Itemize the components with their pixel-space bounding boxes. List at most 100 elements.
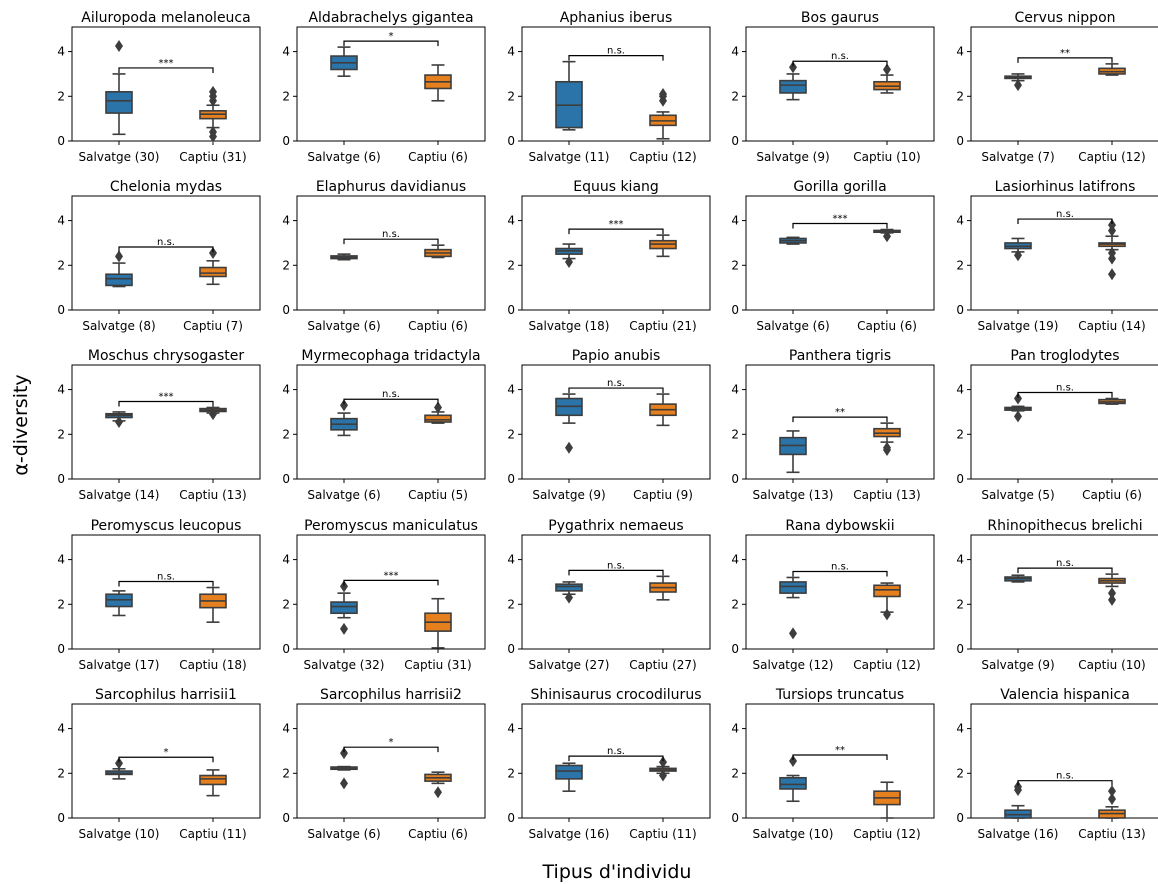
axes-frame: [71, 364, 261, 480]
axes-frame: [296, 26, 486, 142]
panel-title: Elaphurus davidianus: [316, 179, 466, 195]
significance-label: n.s.: [1056, 771, 1074, 782]
panel-title: Chelonia mydas: [110, 179, 222, 195]
axes-frame: [521, 26, 711, 142]
panel: Pan troglodytes 0 2 4 Salvatge (5) Captiu (6)…: [956, 348, 1158, 502]
significance-bracket: [568, 755, 664, 762]
axes-frame: [970, 364, 1158, 480]
y-tick-label: 2: [956, 258, 964, 272]
y-tick-label: 2: [507, 427, 515, 441]
significance-bracket: [118, 756, 214, 763]
significance-bracket: [343, 238, 439, 245]
y-tick-label: 4: [731, 383, 739, 397]
significance-bracket: [568, 569, 664, 576]
y-tick-label: 4: [507, 722, 515, 736]
y-tick-label: 0: [282, 134, 290, 148]
significance-label: n.s.: [1056, 558, 1074, 569]
panel: Moschus chrysogaster 0 2 4 Salvatge (14) Capt…: [57, 348, 261, 502]
salvatge-box: [779, 581, 807, 594]
significance-label: ***: [159, 391, 174, 402]
y-tick-label: 0: [57, 303, 65, 317]
x-tick-label: Captiu (6): [857, 319, 917, 333]
y-tick-label: 2: [57, 427, 65, 441]
y-tick-label: 4: [956, 553, 964, 567]
significance-bracket: [343, 398, 439, 405]
panel-title: Bos gaurus: [801, 10, 879, 26]
significance-bracket: [792, 754, 888, 760]
y-tick-label: 2: [507, 597, 515, 611]
x-tick-label: Salvatge (6): [307, 150, 380, 164]
y-tick-label: 2: [282, 597, 290, 611]
y-tick-label: 4: [57, 722, 65, 736]
y-tick-label: 2: [282, 427, 290, 441]
x-tick-label: Captiu (21): [629, 319, 696, 333]
x-tick-label: Salvatge (32): [304, 658, 385, 672]
captiu-outlier: [883, 441, 891, 454]
y-tick-label: 2: [731, 427, 739, 441]
significance-bracket: [1017, 780, 1113, 786]
y-tick-label: 4: [282, 722, 290, 736]
panel: Cervus nippon 0 2 4 Salvatge (7) Captiu (12) *…: [956, 10, 1158, 164]
panel-title: Pygathrix nemaeus: [548, 518, 683, 534]
significance-label: n.s.: [1056, 209, 1074, 220]
x-tick-label: Salvatge (14): [79, 488, 160, 502]
x-tick-label: Salvatge (6): [307, 319, 380, 333]
y-tick-label: 2: [956, 766, 964, 780]
salvatge-outlier: [340, 580, 348, 593]
salvatge-outlier: [115, 757, 123, 770]
panel: Aldabrachelys gigantea 0 2 4 Salvatge (6) Cap…: [282, 10, 486, 164]
x-tick-label: Captiu (10): [1078, 658, 1145, 672]
panel-title: Sarcophilus harrisii2: [320, 687, 462, 703]
significance-bracket: [792, 60, 888, 67]
y-tick-label: 4: [57, 383, 65, 397]
y-tick-label: 0: [956, 642, 964, 656]
y-tick-label: 4: [282, 383, 290, 397]
significance-bracket: [568, 228, 664, 235]
y-tick-label: 0: [956, 134, 964, 148]
x-tick-label: Salvatge (9): [532, 488, 605, 502]
captiu-box: [424, 414, 452, 423]
y-tick-label: 4: [282, 553, 290, 567]
panel-title: Aldabrachelys gigantea: [308, 10, 473, 26]
x-tick-label: Salvatge (7): [981, 150, 1054, 164]
panel-title: Moschus chrysogaster: [88, 348, 244, 364]
x-tick-label: Captiu (11): [629, 827, 696, 841]
panel-title: Peromyscus maniculatus: [304, 518, 478, 534]
panel-title: Panthera tigris: [789, 348, 891, 364]
panel: Lasiorhinus latifrons 0 2 4 Salvatge (19) Cap…: [956, 179, 1158, 333]
significance-label: n.s.: [157, 572, 175, 583]
x-tick-label: Salvatge (11): [529, 150, 610, 164]
y-tick-label: 2: [507, 258, 515, 272]
panel: Pygathrix nemaeus 0 2 4 Salvatge (27) Captiu …: [507, 518, 711, 672]
panel: Equus kiang 0 2 4 Salvatge (18) Captiu (21) **…: [507, 179, 711, 333]
panel-title: Peromyscus leucopus: [91, 518, 242, 534]
y-tick-label: 2: [57, 89, 65, 103]
significance-label: n.s.: [831, 51, 849, 62]
y-tick-label: 4: [507, 45, 515, 59]
x-tick-label: Salvatge (12): [753, 658, 834, 672]
significance-bracket: [1017, 218, 1113, 225]
x-tick-label: Salvatge (30): [79, 150, 160, 164]
panel-title: Tursiops truncatus: [775, 687, 904, 703]
significance-label: **: [835, 407, 845, 418]
panel-title: Pan troglodytes: [1010, 348, 1119, 364]
panel: Aphanius iberus 0 2 4 Salvatge (11) Captiu (1…: [507, 10, 711, 164]
significance-label: n.s.: [1056, 383, 1074, 394]
significance-label: n.s.: [607, 46, 625, 57]
captiu-outlier: [1108, 268, 1116, 281]
y-tick-label: 4: [57, 553, 65, 567]
salvatge-outlier: [1014, 392, 1022, 405]
panel-title: Lasiorhinus latifrons: [995, 179, 1136, 195]
salvatge-outlier: [115, 416, 123, 428]
panel-title: Myrmecophaga tridactyla: [301, 348, 480, 364]
captiu-outlier: [659, 756, 667, 769]
x-tick-label: Captiu (6): [408, 319, 468, 333]
x-tick-label: Captiu (12): [1078, 150, 1145, 164]
axes-frame: [296, 534, 486, 650]
captiu-outlier: [209, 247, 217, 259]
panel: Shinisaurus crocodilurus 0 2 4 Salvatge (16)…: [507, 687, 711, 841]
significance-bracket: [343, 746, 439, 753]
salvatge-box: [330, 601, 358, 615]
y-tick-label: 0: [57, 134, 65, 148]
y-tick-label: 2: [282, 89, 290, 103]
